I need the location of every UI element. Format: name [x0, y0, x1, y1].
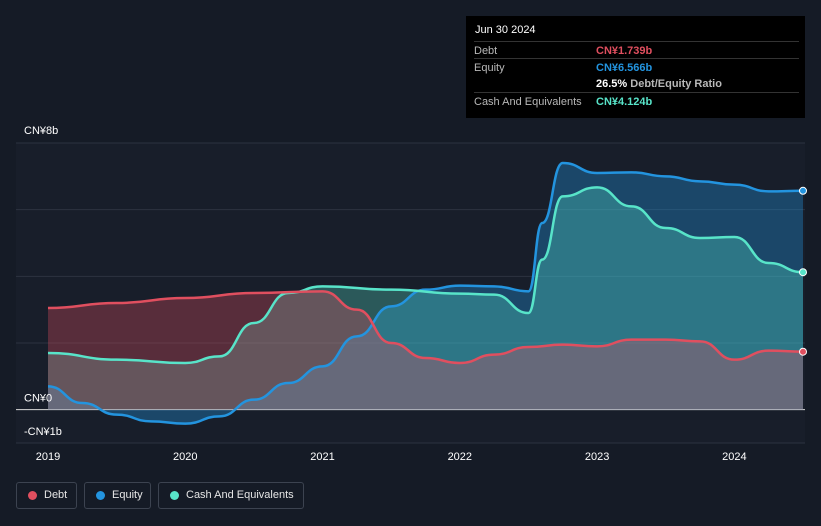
tooltip-ratio-pct: 26.5%	[596, 78, 628, 90]
end-marker-cash	[799, 268, 807, 277]
tooltip-panel: Jun 30 2024 Debt CN¥1.739b Equity CN¥6.5…	[466, 16, 805, 118]
tooltip-cash-value: CN¥4.124b	[596, 96, 653, 108]
legend-item-cash[interactable]: Cash And Equivalents	[158, 482, 304, 509]
tooltip-equity-label: Equity	[474, 62, 505, 74]
tooltip-equity-row: Equity CN¥6.566b	[474, 58, 799, 76]
tooltip-ratio: 26.5% Debt/Equity Ratio	[596, 78, 722, 90]
end-marker-debt	[799, 347, 807, 356]
end-marker-equity	[799, 186, 807, 195]
x-tick-label: 2020	[173, 451, 197, 463]
y-tick-label: -CN¥1b	[24, 426, 62, 438]
tooltip-date: Jun 30 2024	[475, 24, 536, 36]
x-tick-label: 2021	[310, 451, 334, 463]
tooltip-debt-row: Debt CN¥1.739b	[474, 41, 799, 59]
x-tick-label: 2019	[36, 451, 60, 463]
x-tick-label: 2024	[722, 451, 746, 463]
x-tick-label: 2023	[585, 451, 609, 463]
line-debt	[47, 290, 804, 365]
legend-item-debt[interactable]: Debt	[16, 482, 77, 509]
y-tick-label: CN¥8b	[24, 125, 58, 137]
area-cash	[48, 187, 803, 410]
tooltip-ratio-label: Debt/Equity Ratio	[630, 78, 722, 90]
y-tick-label: CN¥0	[24, 393, 52, 405]
line-equity	[47, 161, 804, 425]
legend-dot-cash	[170, 491, 179, 500]
x-tick-label: 2022	[448, 451, 472, 463]
tooltip-ratio-row: 26.5% Debt/Equity Ratio	[474, 75, 799, 92]
area-equity	[48, 163, 803, 424]
tooltip-debt-value: CN¥1.739b	[596, 45, 653, 57]
tooltip-debt-label: Debt	[474, 45, 498, 57]
plot-background	[16, 143, 805, 443]
tooltip-cash-row: Cash And Equivalents CN¥4.124b	[474, 92, 799, 110]
area-debt	[48, 291, 803, 410]
legend-dot-debt	[28, 491, 37, 500]
legend-item-equity[interactable]: Equity	[84, 482, 151, 509]
legend-label-cash: Cash And Equivalents	[186, 489, 294, 501]
line-cash	[47, 186, 804, 365]
legend-dot-equity	[96, 491, 105, 500]
tooltip-equity-value: CN¥6.566b	[596, 62, 653, 74]
legend-label-equity: Equity	[112, 489, 143, 501]
tooltip-cash-label: Cash And Equivalents	[474, 96, 582, 108]
legend-label-debt: Debt	[44, 489, 68, 501]
